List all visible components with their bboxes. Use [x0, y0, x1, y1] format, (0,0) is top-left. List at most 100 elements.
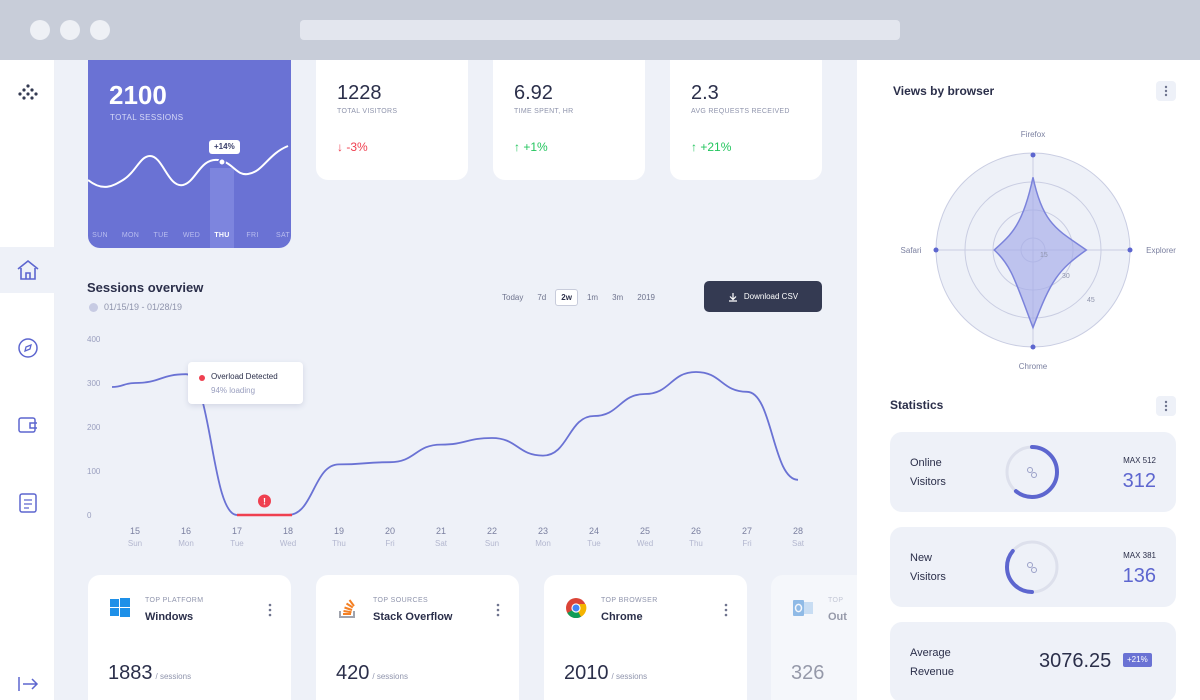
range-3m[interactable]: 3m: [612, 292, 624, 302]
logo[interactable]: [0, 72, 55, 112]
card-unit: / sessions: [155, 672, 192, 681]
total-sessions-card[interactable]: 2100 TOTAL SESSIONS +14% SUN MON TUE WED THU…: [88, 60, 291, 248]
download-icon: [728, 292, 737, 302]
download-csv-label: Download CSV: [743, 292, 799, 301]
window-close-button[interactable]: [30, 20, 50, 40]
stat-value: 6.92: [514, 82, 553, 104]
hero-day-fri[interactable]: FRI: [246, 232, 259, 239]
range-2019[interactable]: 2019: [637, 292, 655, 302]
sidebar-item-logout[interactable]: [0, 664, 55, 700]
window-minimize-button[interactable]: [60, 20, 80, 40]
stat-card-time-spent[interactable]: 6.92 TIME SPENT, HR ↑ +1%: [493, 60, 645, 180]
more-options-icon: [1164, 85, 1168, 97]
stat-value: 1228: [337, 82, 382, 104]
average-revenue-card[interactable]: Average Revenue 3076.25 +21%: [890, 622, 1176, 700]
top-email-card[interactable]: TOP Out 326: [771, 575, 857, 700]
date-range[interactable]: 01/15/19 - 01/28/19: [89, 302, 182, 312]
x-tick-sublabel: Fri: [385, 539, 395, 548]
download-csv-button[interactable]: Download CSV: [704, 281, 822, 312]
document-list-icon: [18, 493, 37, 513]
card-label: Online Visitors: [910, 454, 946, 492]
stat-card-avg-requests[interactable]: 2.3 AVG REQUESTS RECEIVED ↑ +21%: [670, 60, 822, 180]
more-options-icon[interactable]: [496, 603, 500, 617]
hero-day-thu[interactable]: THU: [214, 232, 230, 239]
sidebar-item-explore[interactable]: [0, 325, 55, 371]
radar-label-firefox: Firefox: [1020, 130, 1046, 139]
right-panel: Views by browser 15 30 45 Firefox Explor…: [857, 60, 1200, 700]
windows-icon: [110, 598, 130, 617]
outlook-icon: [793, 600, 813, 616]
card-kicker: TOP BROWSER: [601, 597, 658, 604]
stat-card-total-visitors[interactable]: 1228 TOTAL VISITORS ↓ -3%: [316, 60, 468, 180]
radar-ring-label-15: 15: [1040, 252, 1048, 259]
statistics-more-button[interactable]: [1156, 396, 1176, 416]
x-tick-label: 25: [640, 526, 650, 536]
radar-ring-label-45: 45: [1087, 297, 1095, 304]
x-tick-label: 22: [487, 526, 497, 536]
new-visitors-card[interactable]: New Visitors MAX 381 136: [890, 527, 1176, 607]
top-sources-card[interactable]: TOP SOURCES Stack Overflow 420/ sessions: [316, 575, 519, 700]
alert-icon[interactable]: [258, 494, 271, 508]
max-value: MAX 512: [1123, 456, 1156, 465]
hero-day-wed[interactable]: WED: [182, 232, 201, 239]
card-number: 2010: [564, 662, 609, 684]
x-tick-sublabel: Wed: [637, 539, 653, 548]
label-line-1: Average: [910, 647, 951, 659]
hero-day-sat[interactable]: SAT: [276, 232, 290, 239]
hero-change-badge: +14%: [209, 140, 240, 154]
progress-arc: [1005, 540, 1059, 594]
range-today[interactable]: Today: [502, 292, 524, 302]
y-tick-label: 0: [87, 511, 92, 520]
top-browser-card[interactable]: TOP BROWSER Chrome 2010/ sessions: [544, 575, 747, 700]
x-tick-sublabel: Sat: [792, 539, 805, 548]
range-7d[interactable]: 7d: [537, 292, 547, 302]
x-tick-label: 16: [181, 526, 191, 536]
sidebar-item-home[interactable]: [0, 247, 55, 293]
home-icon: [17, 259, 38, 280]
online-visitors-card[interactable]: Online Visitors MAX 512 312: [890, 432, 1176, 512]
selected-day-highlight: [210, 168, 234, 248]
label-line-2: Revenue: [910, 666, 955, 678]
card-number: 326: [791, 662, 825, 684]
current-value: 312: [1122, 470, 1156, 492]
hero-day-tue[interactable]: TUE: [153, 232, 169, 239]
stat-label: TOTAL VISITORS: [337, 108, 398, 115]
radar-point-safari: [933, 247, 939, 253]
window-maximize-button[interactable]: [90, 20, 110, 40]
card-kicker: TOP PLATFORM: [145, 597, 204, 604]
more-options-icon[interactable]: [724, 603, 728, 617]
more-options-icon[interactable]: [268, 603, 272, 617]
total-sessions-label: TOTAL SESSIONS: [110, 113, 184, 122]
wallet-icon: [17, 417, 37, 433]
card-name: Windows: [145, 611, 194, 623]
sidebar-item-wallet[interactable]: [0, 402, 55, 448]
x-tick-sublabel: Wed: [280, 539, 296, 548]
x-tick-label: 27: [742, 526, 752, 536]
sidebar-item-list[interactable]: [0, 480, 55, 526]
hero-day-mon[interactable]: MON: [121, 232, 140, 239]
max-value: MAX 381: [1123, 551, 1156, 560]
tooltip-subtitle: 94% loading: [211, 386, 256, 395]
range-1m[interactable]: 1m: [586, 292, 599, 302]
card-name: Out: [828, 611, 847, 623]
y-tick-label: 400: [87, 335, 101, 344]
x-tick-label: 20: [385, 526, 395, 536]
x-tick-sublabel: Sat: [435, 539, 448, 548]
top-platform-card[interactable]: TOP PLATFORM Windows 1883/ sessions: [88, 575, 291, 700]
radar-point-explorer: [1127, 247, 1133, 253]
range-2w[interactable]: 2w: [555, 288, 578, 306]
label-line-2: Visitors: [910, 571, 946, 583]
card-value: 326: [791, 662, 824, 685]
stat-value: 2.3: [691, 82, 719, 104]
revenue-change-badge: +21%: [1123, 653, 1152, 667]
y-tick-label: 100: [87, 467, 101, 476]
card-number: 420: [336, 662, 370, 684]
progress-arc: [1005, 445, 1059, 499]
label-line-1: New: [910, 552, 933, 564]
compass-icon: [17, 338, 38, 358]
address-bar[interactable]: [300, 20, 900, 40]
views-more-button[interactable]: [1156, 81, 1176, 101]
progress-ring: [1005, 445, 1059, 499]
hero-day-sun[interactable]: SUN: [92, 232, 108, 239]
progress-ring: [1005, 540, 1059, 594]
